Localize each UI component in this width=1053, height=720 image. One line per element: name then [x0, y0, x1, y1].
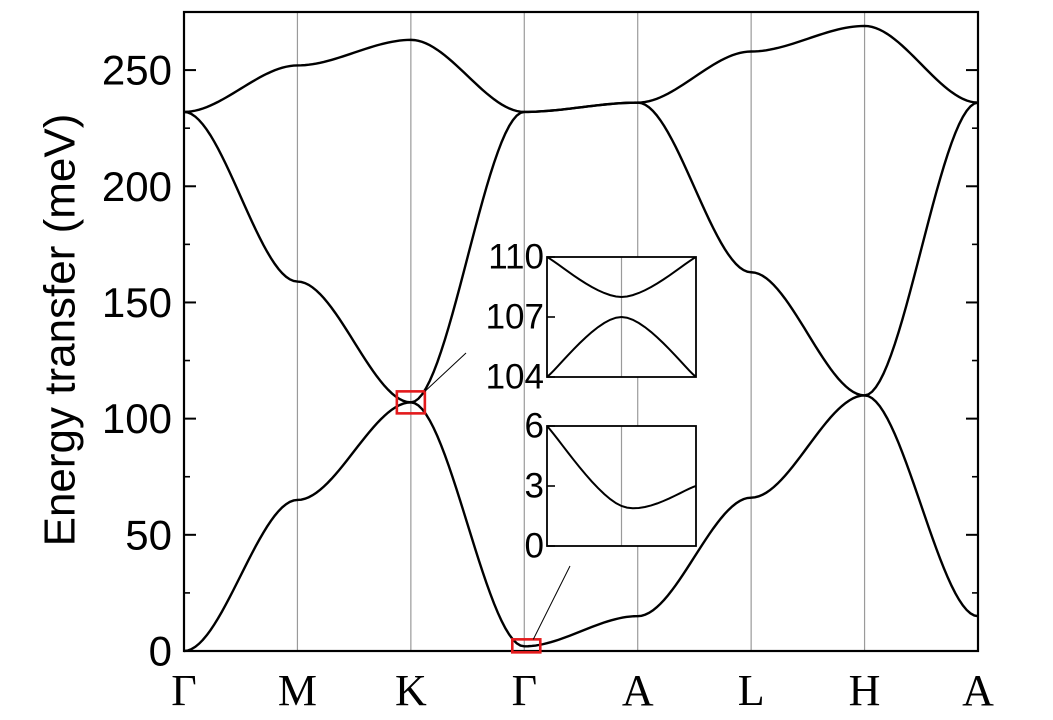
inset-branch: [547, 426, 696, 510]
axes-box: [182, 10, 980, 653]
dispersion-branch: [183, 24, 979, 114]
y-tick-label: 200: [102, 163, 172, 210]
y-tick-label: 0: [149, 628, 172, 675]
dispersion-curves: [183, 24, 979, 653]
dispersion-branch: [183, 394, 979, 653]
connector-line: [532, 565, 571, 640]
y-axis-ticks: 0 50 100 150 200 250: [102, 47, 978, 675]
inset-branch: [547, 257, 696, 299]
zoom-box-k-crossing: [395, 390, 427, 415]
inset-tick-label: 3: [525, 467, 544, 506]
x-tick-label: H: [849, 666, 881, 715]
x-tick-label: K: [395, 666, 427, 715]
y-tick-label: 50: [125, 511, 172, 558]
inset-tick-label: 0: [525, 527, 544, 566]
y-tick-label: 250: [102, 47, 172, 94]
dispersion-branch: [183, 101, 979, 404]
inset-branch: [547, 315, 696, 377]
y-tick-label: 100: [102, 395, 172, 442]
x-tick-label: Γ: [171, 666, 196, 715]
inset-tick-label: 104: [486, 358, 544, 397]
x-tick-label: A: [962, 666, 994, 715]
x-tick-label: A: [622, 666, 654, 715]
zoom-box-gamma: [510, 638, 542, 654]
inset-tick-label: 110: [488, 238, 544, 277]
y-tick-label: 150: [102, 279, 172, 326]
inset-gamma-zoom: 6 3 0: [525, 407, 697, 566]
inset-crossing-zoom: 110 107 104: [486, 238, 697, 397]
x-tick-label: M: [278, 666, 317, 715]
vertical-gridlines: [296, 12, 866, 651]
x-tick-label: L: [738, 666, 765, 715]
zoom-highlights: [395, 352, 571, 654]
y-axis-label: Energy transfer (meV): [36, 114, 85, 547]
x-tick-label: Γ: [512, 666, 537, 715]
inset-tick-label: 6: [525, 407, 544, 446]
connector-line: [424, 352, 467, 392]
inset-tick-label: 107: [486, 298, 544, 337]
plot-frame: [182, 10, 980, 653]
